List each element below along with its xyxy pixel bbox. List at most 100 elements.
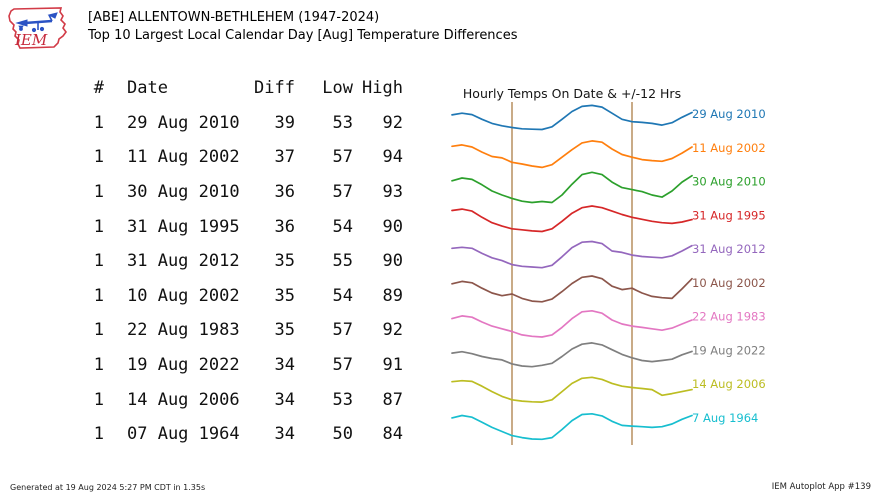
- rank-cell: 1: [93, 424, 104, 445]
- diff-cell: 35: [274, 285, 295, 306]
- rank-cell: 1: [93, 216, 104, 237]
- diff-cell: 34: [274, 424, 295, 445]
- high-cell: 93: [382, 182, 403, 203]
- date-cell: 31 Aug 2012: [127, 251, 240, 272]
- sparkline-label: 19 Aug 2022: [692, 343, 766, 357]
- generated-at-text: Generated at 19 Aug 2024 5:27 PM CDT in …: [10, 483, 206, 492]
- low-cell: 57: [332, 320, 353, 341]
- diff-cell: 34: [274, 389, 295, 410]
- sparkline-svg: 29 Aug 2010 11 Aug 2002 30 Aug 2010 31 Aug …: [451, 102, 766, 445]
- diff-cell: 34: [274, 355, 295, 376]
- sparkline-31-aug-1995: [451, 205, 693, 233]
- page-title: [ABE] ALLENTOWN-BETHLEHEM (1947-2024) To…: [88, 9, 517, 44]
- sparkline-31-aug-2012: [451, 240, 693, 269]
- sparkline-7-aug-1964: [451, 412, 693, 441]
- iowa-state-outline: [8, 7, 67, 49]
- wind-vane-icon: [15, 12, 58, 33]
- sparkline-label: 7 Aug 1964: [692, 411, 758, 425]
- title-line1: [ABE] ALLENTOWN-BETHLEHEM (1947-2024): [88, 10, 380, 25]
- table-header-row: # Date Diff Low High: [88, 71, 403, 106]
- rank-cell: 1: [93, 182, 104, 203]
- date-cell: 22 Aug 1983: [127, 320, 240, 341]
- low-cell: 53: [332, 112, 353, 133]
- logo-iem-text: IEM: [14, 31, 48, 49]
- low-cell: 55: [332, 251, 353, 272]
- sparkline-19-aug-2022: [451, 342, 693, 368]
- table-row: 1 11 Aug 2002 37 57 94: [88, 140, 403, 175]
- table-body: 1 29 Aug 2010 39 53 92 1 11 Aug 2002 37 57 94 1 30 …: [88, 106, 403, 452]
- date-cell: 11 Aug 2002: [127, 147, 240, 168]
- date-cell: 31 Aug 1995: [127, 216, 240, 237]
- col-header-diff: Diff: [254, 78, 295, 99]
- high-cell: 90: [382, 251, 403, 272]
- col-header-rank: #: [93, 78, 104, 99]
- table-row: 1 30 Aug 2010 36 57 93: [88, 175, 403, 210]
- sparkline-11-aug-2002: [451, 140, 693, 169]
- sparkline-label: 22 Aug 1983: [692, 310, 766, 324]
- date-cell: 29 Aug 2010: [127, 112, 240, 133]
- high-cell: 94: [382, 147, 403, 168]
- rank-cell: 1: [93, 389, 104, 410]
- high-cell: 87: [382, 389, 403, 410]
- high-cell: 92: [382, 320, 403, 341]
- sparkline-label: 11 Aug 2002: [692, 141, 766, 155]
- app-id-text: IEM Autoplot App #139: [771, 482, 871, 492]
- low-cell: 54: [332, 285, 353, 306]
- iem-logo: IEM: [8, 7, 67, 49]
- sparkline-10-aug-2002: [451, 275, 693, 303]
- high-cell: 92: [382, 112, 403, 133]
- sparkline-chart: 29 Aug 2010 11 Aug 2002 30 Aug 2010 31 Aug …: [440, 80, 880, 465]
- sparkline-label: 31 Aug 1995: [692, 208, 766, 222]
- diff-cell: 36: [274, 182, 295, 203]
- table-row: 1 29 Aug 2010 39 53 92: [88, 106, 403, 141]
- high-cell: 90: [382, 216, 403, 237]
- sparkline-14-aug-2006: [451, 376, 693, 403]
- sparkline-22-aug-1983: [451, 309, 693, 338]
- rank-cell: 1: [93, 251, 104, 272]
- table-row: 1 22 Aug 1983 35 57 92: [88, 313, 403, 348]
- diff-cell: 35: [274, 251, 295, 272]
- diff-cell: 37: [274, 147, 295, 168]
- title-line2: Top 10 Largest Local Calendar Day [Aug] …: [88, 27, 518, 43]
- table-row: 1 31 Aug 1995 36 54 90: [88, 209, 403, 244]
- date-cell: 10 Aug 2002: [127, 285, 240, 306]
- sparkline-label: 31 Aug 2012: [692, 242, 766, 256]
- rank-cell: 1: [93, 285, 104, 306]
- diff-cell: 36: [274, 216, 295, 237]
- sparkline-label: 14 Aug 2006: [692, 377, 766, 391]
- chart-title: Hourly Temps On Date & +/-12 Hrs: [462, 86, 682, 101]
- low-cell: 57: [332, 355, 353, 376]
- date-cell: 19 Aug 2022: [127, 355, 240, 376]
- rank-cell: 1: [93, 355, 104, 376]
- rank-cell: 1: [93, 112, 104, 133]
- date-cell: 07 Aug 1964: [127, 424, 240, 445]
- table-row: 1 07 Aug 1964 34 50 84: [88, 417, 403, 452]
- high-cell: 91: [382, 355, 403, 376]
- sparkline-label: 30 Aug 2010: [692, 175, 766, 189]
- table-row: 1 31 Aug 2012 35 55 90: [88, 244, 403, 279]
- low-cell: 50: [332, 424, 353, 445]
- rank-cell: 1: [93, 320, 104, 341]
- low-cell: 57: [332, 182, 353, 203]
- low-cell: 53: [332, 389, 353, 410]
- table-row: 1 19 Aug 2022 34 57 91: [88, 348, 403, 383]
- table-row: 1 10 Aug 2002 35 54 89: [88, 279, 403, 314]
- high-cell: 84: [382, 424, 403, 445]
- sparkline-29-aug-2010: [451, 104, 693, 131]
- sparkline-label: 29 Aug 2010: [692, 107, 766, 121]
- table-row: 1 14 Aug 2006 34 53 87: [88, 382, 403, 417]
- sparkline-label: 10 Aug 2002: [692, 276, 766, 290]
- sparkline-30-aug-2010: [451, 171, 693, 204]
- low-cell: 57: [332, 147, 353, 168]
- date-cell: 14 Aug 2006: [127, 389, 240, 410]
- col-header-date: Date: [127, 78, 168, 99]
- rank-cell: 1: [93, 147, 104, 168]
- high-cell: 89: [382, 285, 403, 306]
- top10-table: # Date Diff Low High 1 29 Aug 2010 39 53 92 1…: [88, 71, 403, 452]
- date-cell: 30 Aug 2010: [127, 182, 240, 203]
- low-cell: 54: [332, 216, 353, 237]
- col-header-high: High: [362, 78, 403, 99]
- diff-cell: 39: [274, 112, 295, 133]
- col-header-low: Low: [322, 78, 353, 99]
